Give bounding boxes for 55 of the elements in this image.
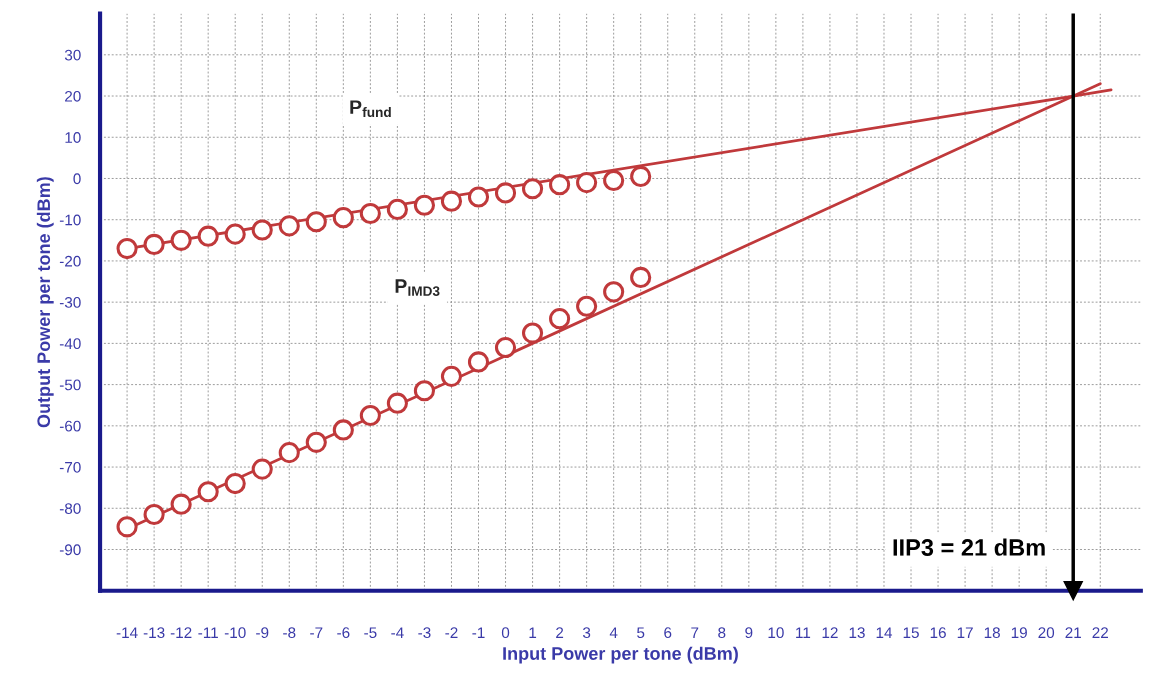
x-axis-title: Input Power per tone (dBm) (503, 646, 738, 664)
x-tick-label: 22 (1092, 627, 1108, 638)
x-tick-label: 15 (903, 627, 919, 639)
x-tick-label: -14 (116, 627, 138, 638)
y-tick-label: -80 (59, 503, 81, 514)
x-tick-label: 8 (718, 627, 726, 639)
x-tick-label: 18 (984, 627, 1000, 639)
x-tick-label: 1 (529, 627, 537, 638)
x-tick-label: 7 (691, 627, 699, 638)
y-tick-label: -20 (59, 255, 81, 267)
x-tick-label: 4 (609, 627, 618, 638)
x-tick-label: -7 (310, 627, 323, 638)
x-tick-label: -4 (391, 627, 404, 638)
x-tick-label: 21 (1065, 627, 1081, 638)
x-tick-label: -3 (418, 627, 431, 639)
y-tick-label: -10 (59, 214, 81, 226)
x-tick-label: -6 (337, 627, 350, 639)
y-axis-title: Output Power per tone (dBm) (36, 177, 54, 428)
x-tick-label: 2 (556, 627, 564, 638)
x-tick-label: 5 (637, 627, 645, 639)
y-tick-label: -60 (59, 420, 81, 432)
x-tick-label: 14 (876, 627, 893, 638)
x-tick-label: -10 (224, 627, 246, 639)
y-tick-label: -70 (59, 461, 81, 473)
y-tick-label: -90 (59, 544, 81, 556)
x-tick-label: 12 (822, 627, 838, 638)
annotation: P$_{IMD3}$ (395, 279, 440, 296)
x-tick-label: 17 (957, 627, 973, 638)
x-tick-label: -12 (170, 627, 192, 638)
annotation: P$_{fund}$ (350, 100, 391, 118)
x-tick-label: -9 (256, 627, 269, 639)
x-tick-label: 19 (1011, 627, 1027, 639)
x-tick-label: 6 (664, 627, 672, 639)
x-tick-label: 0 (501, 627, 510, 639)
x-tick-label: -2 (445, 627, 458, 638)
x-tick-label: -13 (143, 627, 165, 639)
y-tick-label: 30 (64, 49, 81, 61)
x-tick-label: 13 (849, 627, 865, 639)
x-tick-label: 9 (745, 627, 753, 639)
x-tick-label: 20 (1038, 627, 1055, 639)
x-tick-label: 3 (582, 627, 591, 639)
y-tick-label: 10 (65, 132, 81, 143)
ref-line-label: IIP3 = 21 dBm (893, 538, 1045, 556)
x-tick-label: -1 (472, 627, 485, 638)
x-tick-label: -11 (198, 627, 218, 638)
x-tick-label: 11 (796, 627, 811, 638)
x-tick-label: -5 (364, 627, 377, 639)
y-tick-label: -30 (59, 297, 81, 308)
x-tick-label: -8 (283, 627, 296, 639)
x-tick-label: 10 (768, 627, 784, 639)
y-tick-label: 0 (73, 173, 81, 185)
y-tick-label: -40 (59, 338, 81, 350)
y-tick-label: -50 (59, 379, 81, 391)
y-tick-label: 20 (65, 90, 81, 102)
x-tick-label: 16 (930, 627, 946, 639)
